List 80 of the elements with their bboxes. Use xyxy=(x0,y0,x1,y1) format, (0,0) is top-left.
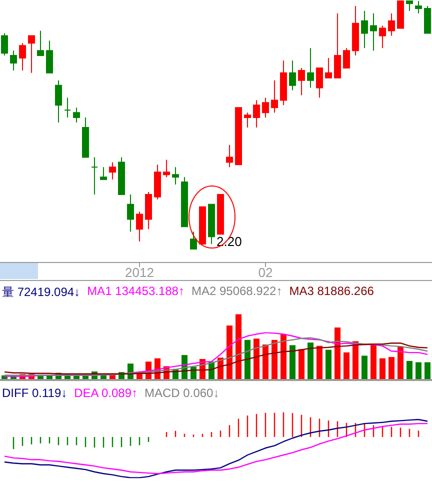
bar xyxy=(424,362,430,380)
bar xyxy=(388,357,394,380)
bar xyxy=(416,362,422,380)
candlestick xyxy=(217,194,224,235)
candlestick xyxy=(226,144,233,168)
bar xyxy=(370,344,376,380)
candlestick xyxy=(343,48,350,68)
candlestick xyxy=(109,162,116,180)
text: MA1 134453.188↑ xyxy=(87,284,184,300)
candlestick xyxy=(1,32,8,56)
bar xyxy=(344,352,350,380)
bar xyxy=(316,346,322,380)
candlestick xyxy=(136,211,143,242)
candlestick xyxy=(118,156,125,195)
candlestick xyxy=(163,159,170,178)
text: MA3 81886.266 xyxy=(289,284,374,300)
candlestick xyxy=(361,10,368,49)
text: DEA 0.089↑ xyxy=(74,386,138,400)
bar xyxy=(290,345,296,380)
candlestick xyxy=(10,50,17,71)
bar xyxy=(280,334,286,380)
candlestick xyxy=(73,107,80,124)
text: 量 72419.094↓ xyxy=(2,284,80,301)
candlestick xyxy=(145,191,152,230)
bar xyxy=(298,349,304,380)
candlestick xyxy=(406,0,413,12)
candlestick xyxy=(208,204,215,245)
bar xyxy=(308,342,314,380)
candlestick xyxy=(172,166,179,186)
candlestick xyxy=(262,97,269,118)
bar xyxy=(226,325,232,380)
bar xyxy=(262,344,268,380)
bar xyxy=(352,341,358,380)
candlestick xyxy=(352,5,359,56)
bar xyxy=(254,338,260,380)
candlestick xyxy=(316,67,323,98)
candlestick xyxy=(64,97,71,118)
candlestick xyxy=(244,112,251,128)
candlestick xyxy=(370,12,377,52)
bar xyxy=(326,350,332,380)
candlestick xyxy=(253,100,260,128)
bar xyxy=(380,358,386,380)
candlestick xyxy=(280,60,287,106)
candlestick xyxy=(55,80,62,124)
text: DIFF 0.119↓ xyxy=(2,386,68,400)
bar xyxy=(244,340,250,380)
candlestick xyxy=(307,48,314,88)
candlestick xyxy=(334,12,341,78)
bar xyxy=(272,340,278,380)
candlestick xyxy=(37,30,44,56)
candlestick xyxy=(100,166,107,180)
candlestick xyxy=(127,194,134,232)
candlestick xyxy=(154,164,161,200)
candlestick xyxy=(271,80,278,114)
text: MACD 0.060↓ xyxy=(144,386,220,400)
candlestick xyxy=(28,35,35,74)
candlestick xyxy=(181,176,188,228)
candlestick xyxy=(82,117,89,158)
bar xyxy=(406,360,412,380)
candlestick xyxy=(199,206,206,245)
candlestick xyxy=(424,5,431,34)
bar xyxy=(398,346,404,380)
text: MA2 95068.922↑ xyxy=(191,284,282,300)
candlestick xyxy=(190,231,197,250)
candlestick xyxy=(397,0,404,29)
candlestick xyxy=(325,58,332,78)
candlestick xyxy=(298,67,305,96)
candlestick xyxy=(19,42,26,71)
bar xyxy=(236,314,242,380)
bar xyxy=(362,356,368,380)
candlestick xyxy=(388,12,395,36)
candlestick xyxy=(91,156,98,195)
candlestick xyxy=(379,25,386,49)
x-tick-label: 2012 xyxy=(125,265,154,280)
candlestick xyxy=(235,107,242,166)
bar xyxy=(334,327,340,380)
candlestick xyxy=(415,0,422,14)
candlestick xyxy=(46,40,53,74)
candlestick xyxy=(289,60,296,91)
x-tick-label: 02 xyxy=(258,265,273,280)
